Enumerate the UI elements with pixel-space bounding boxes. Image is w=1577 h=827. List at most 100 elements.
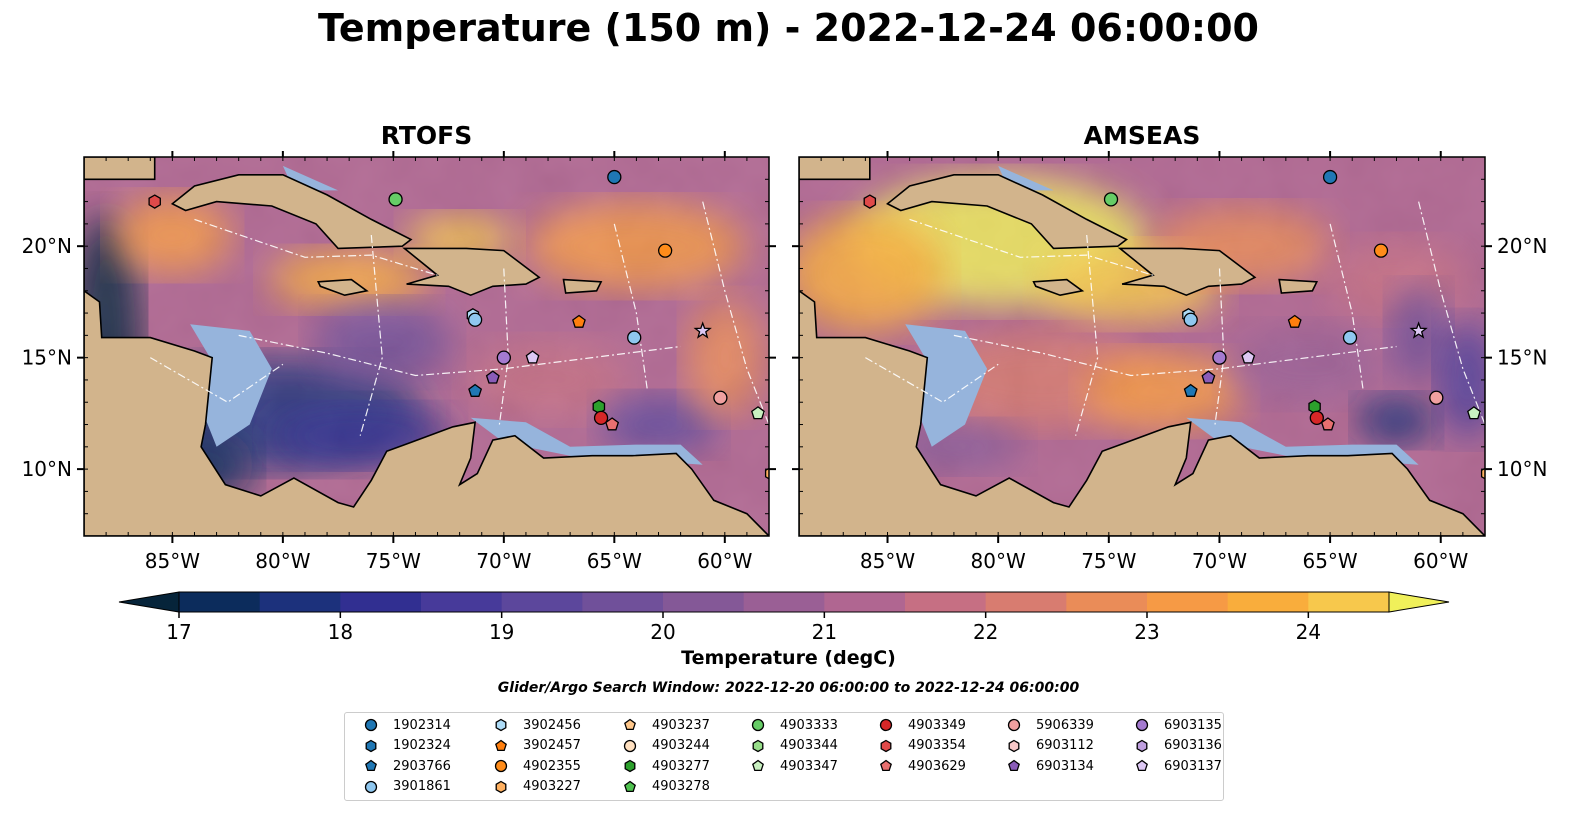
- profile-marker-1902314: [1322, 169, 1338, 185]
- colorbar-frame: [178, 591, 1390, 613]
- legend-item-6903134: 6903134: [1006, 756, 1094, 776]
- profile-marker-3901861: [1342, 330, 1358, 345]
- legend-item-1902324: 1902324: [363, 736, 451, 756]
- boundary-line: [1214, 268, 1225, 425]
- land-mass: [84, 157, 769, 536]
- profile-marker-3902457: [1287, 314, 1302, 328]
- profile-marker-5906339: [1429, 390, 1444, 405]
- colorbar-segment: [985, 592, 1067, 612]
- profile-marker-1902314: [607, 169, 622, 185]
- lat-tick-label: 20°N: [22, 234, 72, 258]
- profile-marker-4902355: [657, 243, 673, 258]
- legend-label: 4903237: [652, 717, 710, 733]
- land-mass: [1278, 278, 1319, 294]
- lon-tick-label: 65°W: [587, 549, 642, 573]
- legend-label: 4903227: [523, 779, 581, 794]
- circle-marker-icon: [751, 718, 765, 732]
- legend-label: 4903244: [652, 738, 710, 753]
- colorbar-extend-low: [118, 591, 180, 613]
- shallow-water: [190, 324, 272, 447]
- profile-marker-6903137: [1409, 321, 1428, 339]
- circle-marker-icon: [364, 718, 378, 732]
- legend-label: 3901861: [393, 779, 451, 794]
- colorbar-segment: [1066, 592, 1148, 612]
- lat-tick-label: 15°N: [22, 346, 72, 370]
- pentagon-marker-icon: [495, 739, 507, 751]
- pentagon-marker-icon: [624, 780, 636, 792]
- boundary-line: [150, 357, 284, 403]
- colorbar-segment: [340, 592, 422, 612]
- lon-tick-label: 60°W: [697, 549, 752, 573]
- colorbar-segment: [421, 592, 503, 612]
- legend-label: 4903333: [780, 717, 838, 733]
- hexagon-marker-icon: [1136, 739, 1148, 752]
- legend-item-4903344: 4903344: [750, 736, 838, 756]
- pentagon-marker-icon: [365, 759, 377, 772]
- float-legend: 1902314 1902324 2903766 3901861 3902456 39024…: [344, 712, 1224, 801]
- legend-label: 2903766: [393, 758, 451, 774]
- legend-item-4903244: 4903244: [622, 736, 710, 756]
- lat-tick-label: 10°N: [1497, 457, 1547, 481]
- hexagon-marker-icon: [880, 739, 892, 752]
- legend-label: 3902456: [523, 717, 581, 733]
- circle-marker-icon: [1007, 718, 1021, 732]
- legend-item-4903277: 4903277: [622, 756, 710, 776]
- legend-item-6903137: 6903137: [1134, 756, 1222, 776]
- shallow-water: [470, 417, 703, 465]
- profile-marker-6903134: [485, 370, 500, 384]
- figure-title: Temperature (150 m) - 2022-12-24 06:00:0…: [317, 6, 1259, 50]
- legend-label: 1902314: [393, 717, 451, 733]
- colorbar-segment: [582, 592, 664, 612]
- profile-marker-3901861: [1183, 312, 1198, 327]
- legend-label: 4903344: [780, 738, 838, 753]
- pentagon-marker-icon: [1136, 759, 1148, 772]
- boundary-line: [909, 218, 1154, 276]
- pentagon-marker-icon: [880, 759, 892, 772]
- colorbar-tick-label: 23: [1134, 620, 1159, 640]
- boundary-line: [194, 218, 438, 276]
- legend-item-3901861: 3901861: [363, 777, 451, 797]
- colorbar-tick-label: 17: [166, 620, 191, 640]
- circle-marker-icon: [1135, 718, 1149, 732]
- profile-marker-6903135: [496, 350, 511, 365]
- land-mass: [316, 278, 369, 297]
- legend-label: 6903136: [1164, 738, 1222, 753]
- panel-title-rtofs: RTOFS: [380, 121, 473, 150]
- land-mass: [1117, 247, 1257, 297]
- map-panel-rtofs: 85°W 80°W 75°W 70°W 65°W 60°W 20°N 15°N 10°N: [22, 151, 776, 573]
- legend-label: 6903135: [1164, 717, 1222, 733]
- colorbar-segment: [743, 592, 825, 612]
- colorbar-tick-label: 18: [328, 620, 353, 640]
- land-mass: [799, 157, 871, 181]
- legend-label: 1902324: [393, 738, 451, 753]
- profile-marker-4903333: [1103, 192, 1119, 207]
- colorbar-extend-high: [1388, 591, 1450, 613]
- legend-item-4903349: 4903349: [878, 715, 966, 735]
- land-mass: [886, 174, 1129, 250]
- legend-item-2903766: 2903766: [363, 756, 451, 776]
- profile-marker-6903137: [1241, 350, 1256, 364]
- map-figure: 85°W 80°W 75°W 70°W 65°W 60°W 20°N 15°N 10°N 85°…: [22, 151, 1547, 640]
- colorbar-tick-label: 20: [650, 620, 675, 640]
- hexagon-marker-icon: [752, 739, 764, 752]
- boundary-line: [1329, 223, 1364, 392]
- profile-marker-4902355: [1373, 243, 1389, 258]
- pentagon-marker-icon: [1008, 759, 1020, 772]
- legend-item-4903629: 4903629: [878, 756, 966, 776]
- circle-marker-icon: [623, 739, 637, 752]
- lon-tick-label: 85°W: [145, 549, 200, 573]
- panel-frame: [83, 156, 770, 537]
- legend-item-4903347: 4903347: [750, 756, 838, 776]
- boundary-line: [613, 223, 649, 392]
- boundary-line: [953, 334, 1397, 377]
- colorbar: 17 18 19 20 21 22 23 24: [118, 591, 1450, 640]
- legend-item-4903227: 4903227: [493, 777, 581, 797]
- colorbar-segment: [663, 592, 745, 612]
- legend-label: 5906339: [1036, 717, 1094, 733]
- circle-marker-icon: [879, 718, 893, 732]
- legend-item-4903237: 4903237: [622, 715, 710, 735]
- profile-marker-4903629: [1320, 417, 1335, 431]
- circle-marker-icon: [494, 759, 508, 773]
- panel-title-amseas: AMSEAS: [1083, 121, 1201, 150]
- pentagon-marker-icon: [624, 718, 636, 731]
